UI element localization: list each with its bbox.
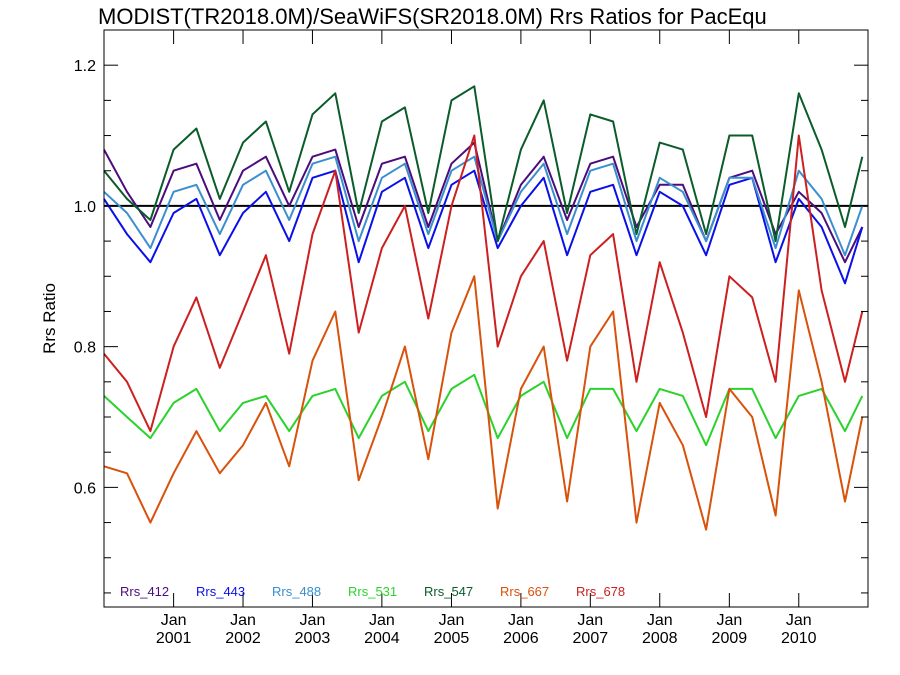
series-line-rrs-667 [103,275,864,531]
series-line-rrs-443 [103,169,864,285]
legend-item-rrs-547: Rrs_547 [424,584,473,599]
legend-item-rrs-667: Rrs_667 [500,584,549,599]
legend-item-rrs-488: Rrs_488 [272,584,321,599]
legend-item-rrs-443: Rrs_443 [196,584,245,599]
legend-item-rrs-412: Rrs_412 [120,584,169,599]
x-tick-label-year: 2004 [364,630,400,647]
x-tick-label-month: Jan [786,612,812,629]
axes: 0.60.81.01.2Jan2001Jan2002Jan2003Jan2004… [74,29,869,647]
x-tick-label-month: Jan [647,612,673,629]
chart-title: MODIST(TR2018.0M)/SeaWiFS(SR2018.0M) Rrs… [98,4,767,29]
x-tick-label-year: 2010 [781,630,817,647]
plot-area [103,85,868,531]
x-tick-label-month: Jan [508,612,534,629]
x-tick-label-year: 2007 [573,630,609,647]
y-tick-label: 0.6 [74,480,96,497]
series-line-rrs-412 [103,141,864,264]
series-line-rrs-488 [103,155,864,257]
x-tick-label-month: Jan [716,612,742,629]
series-line-rrs-531 [103,373,864,447]
legend: Rrs_412 Rrs_443 Rrs_488 Rrs_531 Rrs_547 Rrs_6… [120,584,625,599]
x-tick-label-year: 2005 [434,630,470,647]
plot-frame [103,29,869,608]
legend-item-rrs-531: Rrs_531 [348,584,397,599]
y-tick-label: 1.0 [74,199,96,216]
x-tick-label-month: Jan [369,612,395,629]
x-tick-label-year: 2001 [156,630,192,647]
x-tick-label-month: Jan [300,612,326,629]
x-tick-label-month: Jan [161,612,187,629]
series-line-rrs-547 [103,85,864,243]
x-tick-label-year: 2009 [712,630,748,647]
x-tick-label-year: 2002 [225,630,261,647]
legend-item-rrs-678: Rrs_678 [576,584,625,599]
x-tick-label-month: Jan [439,612,465,629]
x-tick-label-year: 2003 [295,630,331,647]
y-axis-label: Rrs Ratio [40,283,59,354]
x-tick-label-month: Jan [230,612,256,629]
y-tick-label: 1.2 [74,58,96,75]
y-tick-label: 0.8 [74,340,96,357]
x-tick-label-year: 2006 [503,630,539,647]
x-tick-label-year: 2008 [642,630,678,647]
x-tick-label-month: Jan [577,612,603,629]
series-line-rrs-678 [103,134,864,433]
